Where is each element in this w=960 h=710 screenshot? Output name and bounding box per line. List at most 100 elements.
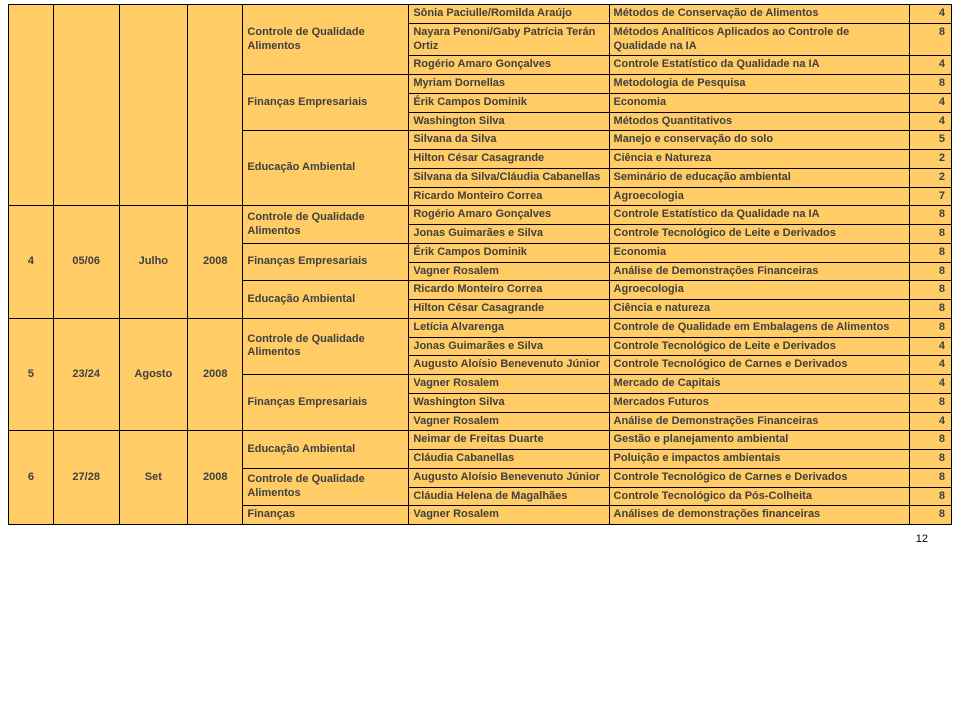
cell-prof: Érik Campos Dominik [409,243,609,262]
cell-group-edu-4: Educação Ambiental [243,281,409,319]
cell-ano-5: 2008 [188,318,243,431]
cell-dia-prev [53,5,119,206]
cell-group-cqa-6: Controle de Qualidade Alimentos [243,468,409,506]
cell-ano-prev [188,5,243,206]
cell-prof: Ricardo Monteiro Correa [409,187,609,206]
cell-hours: 5 [909,131,951,150]
cell-hours: 8 [909,225,951,244]
cell-dia-6: 27/28 [53,431,119,525]
cell-mes-prev [119,5,187,206]
cell-disc: Controle Estatístico da Qualidade na IA [609,56,909,75]
cell-disc: Economia [609,93,909,112]
cell-mes-6: Set [119,431,187,525]
cell-group-fin-5: Finanças Empresariais [243,375,409,431]
cell-disc: Análise de Demonstrações Financeiras [609,412,909,431]
cell-prof: Vagner Rosalem [409,412,609,431]
schedule-table: Controle de Qualidade Alimentos Sônia Pa… [8,4,952,525]
cell-hours: 2 [909,150,951,169]
cell-seq-4: 4 [9,206,54,319]
cell-prof: Vagner Rosalem [409,262,609,281]
cell-prof: Vagner Rosalem [409,506,609,525]
cell-disc: Agroecologia [609,187,909,206]
cell-prof: Rogério Amaro Gonçalves [409,206,609,225]
cell-group-cqa-4: Controle de Qualidade Alimentos [243,206,409,244]
cell-disc: Análise de Demonstrações Financeiras [609,262,909,281]
cell-prof: Letícia Alvarenga [409,318,609,337]
cell-disc: Controle Tecnológico da Pós-Colheita [609,487,909,506]
cell-disc: Ciência e Natureza [609,150,909,169]
cell-disc: Controle de Qualidade em Embalagens de A… [609,318,909,337]
cell-ano-6: 2008 [188,431,243,525]
cell-disc: Mercado de Capitais [609,375,909,394]
cell-hours: 8 [909,206,951,225]
cell-hours: 8 [909,506,951,525]
cell-disc: Mercados Futuros [609,393,909,412]
cell-prof: Myriam Dornellas [409,75,609,94]
cell-dia-4: 05/06 [53,206,119,319]
cell-hours: 8 [909,23,951,56]
cell-prof: Augusto Aloísio Benevenuto Júnior [409,356,609,375]
cell-hours: 4 [909,93,951,112]
cell-group-fin-4: Finanças Empresariais [243,243,409,281]
cell-prof: Ricardo Monteiro Correa [409,281,609,300]
cell-disc: Ciência e natureza [609,300,909,319]
cell-hours: 8 [909,393,951,412]
cell-dia-5: 23/24 [53,318,119,431]
cell-hours: 8 [909,300,951,319]
cell-disc: Métodos Quantitativos [609,112,909,131]
cell-prof: Cláudia Helena de Magalhães [409,487,609,506]
cell-prof: Silvana da Silva/Cláudia Cabanellas [409,168,609,187]
cell-prof: Jonas Guimarães e Silva [409,337,609,356]
cell-prof: Rogério Amaro Gonçalves [409,56,609,75]
cell-mes-4: Julho [119,206,187,319]
cell-disc: Metodologia de Pesquisa [609,75,909,94]
cell-hours: 8 [909,281,951,300]
cell-disc: Controle Tecnológico de Leite e Derivado… [609,337,909,356]
cell-group-fin-prev: Finanças Empresariais [243,75,409,131]
cell-prof: Augusto Aloísio Benevenuto Júnior [409,468,609,487]
cell-hours: 8 [909,243,951,262]
cell-disc: Seminário de educação ambiental [609,168,909,187]
cell-disc: Análises de demonstrações financeiras [609,506,909,525]
cell-seq-5: 5 [9,318,54,431]
cell-disc: Métodos de Conservação de Alimentos [609,5,909,24]
cell-hours: 8 [909,431,951,450]
cell-hours: 4 [909,112,951,131]
cell-group-cqa-prev: Controle de Qualidade Alimentos [243,5,409,75]
cell-mes-5: Agosto [119,318,187,431]
cell-prof: Jonas Guimarães e Silva [409,225,609,244]
cell-prof: Silvana da Silva [409,131,609,150]
cell-disc: Agroecologia [609,281,909,300]
cell-ano-4: 2008 [188,206,243,319]
cell-disc: Controle Tecnológico de Leite e Derivado… [609,225,909,244]
cell-hours: 4 [909,5,951,24]
cell-hours: 8 [909,487,951,506]
cell-prof: Hilton César Casagrande [409,300,609,319]
cell-hours: 7 [909,187,951,206]
page-number: 12 [8,525,952,545]
cell-prof: Hilton César Casagrande [409,150,609,169]
cell-hours: 4 [909,412,951,431]
cell-hours: 4 [909,375,951,394]
page: Controle de Qualidade Alimentos Sônia Pa… [8,4,952,545]
cell-prof: Sônia Paciulle/Romilda Araújo [409,5,609,24]
cell-group-fin-6: Finanças [243,506,409,525]
cell-disc: Métodos Analíticos Aplicados ao Controle… [609,23,909,56]
cell-disc: Controle Tecnológico de Carnes e Derivad… [609,356,909,375]
cell-disc: Controle Estatístico da Qualidade na IA [609,206,909,225]
cell-hours: 8 [909,318,951,337]
cell-hours: 8 [909,468,951,487]
cell-disc: Controle Tecnológico de Carnes e Derivad… [609,468,909,487]
cell-hours: 8 [909,262,951,281]
cell-prof: Vagner Rosalem [409,375,609,394]
cell-prof: Érik Campos Dominik [409,93,609,112]
cell-group-edu-6: Educação Ambiental [243,431,409,469]
cell-prof: Washington Silva [409,112,609,131]
cell-disc: Poluição e impactos ambientais [609,450,909,469]
cell-prof: Neimar de Freitas Duarte [409,431,609,450]
cell-seq-6: 6 [9,431,54,525]
cell-hours: 4 [909,337,951,356]
cell-prof: Cláudia Cabanellas [409,450,609,469]
cell-disc: Gestão e planejamento ambiental [609,431,909,450]
cell-hours: 4 [909,356,951,375]
